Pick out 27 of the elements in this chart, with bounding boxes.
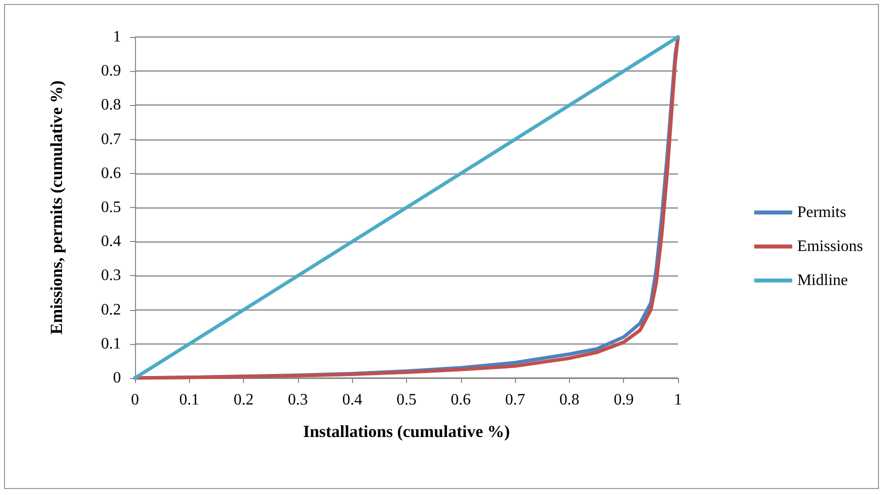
y-tick-label: 0.8 xyxy=(101,96,121,114)
y-tick-label: 0.5 xyxy=(101,199,121,216)
x-tick-label: 0 xyxy=(131,392,139,408)
y-tick-label: 1 xyxy=(113,28,121,46)
x-tick-label: 0.6 xyxy=(450,392,471,408)
x-tick-label: 0.7 xyxy=(505,392,526,408)
y-tick-label: 0.9 xyxy=(101,62,121,80)
x-tick-label: 0.8 xyxy=(559,392,580,408)
y-tick-label: 0.2 xyxy=(101,301,121,318)
legend-label: Emissions xyxy=(797,238,864,255)
x-tick-label: 0.9 xyxy=(614,392,634,408)
x-axis-title: Installations (cumulative %) xyxy=(303,422,510,441)
legend-label: Midline xyxy=(797,272,848,289)
x-tick-label: 0.4 xyxy=(342,392,362,408)
y-tick-label: 0.3 xyxy=(101,267,121,284)
y-tick-label: 0.7 xyxy=(101,130,121,148)
x-tick-label: 0.5 xyxy=(396,392,416,408)
legend-label: Permits xyxy=(797,204,846,221)
x-tick-label: 0.2 xyxy=(234,392,254,408)
y-tick-label: 0.6 xyxy=(101,164,121,182)
y-axis-title: Emissions, permits (cumulative %) xyxy=(47,80,66,335)
y-tick-label: 0.1 xyxy=(101,335,121,352)
x-tick-label: 0.3 xyxy=(288,392,308,408)
y-tick-label: 0 xyxy=(113,370,121,386)
x-tick-label: 1 xyxy=(674,392,682,408)
x-tick-label: 0.1 xyxy=(179,392,200,408)
y-tick-label: 0.4 xyxy=(101,233,121,250)
